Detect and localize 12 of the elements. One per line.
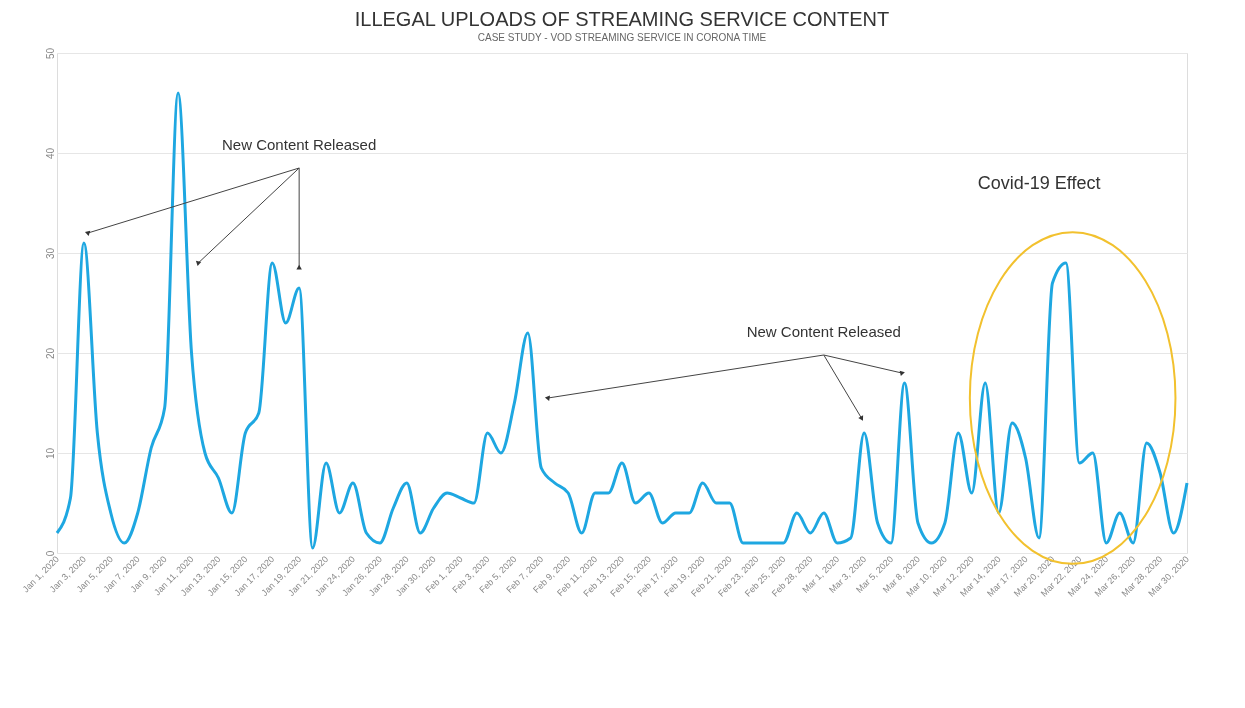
text: CASE STUDY - VOD STREAMING SERVICE IN CORONA TIME	[477, 32, 767, 44]
y-tick-label: 20	[44, 347, 56, 360]
y-tick-label: 10	[44, 447, 56, 460]
y-tick-label: 30	[44, 247, 56, 260]
line-series	[55, 91, 1189, 550]
chart-title: ILLEGAL UPLOADS OF STREAMING SERVICE CONTENT	[354, 8, 890, 31]
annotation: Covid-19 Effect	[977, 173, 1101, 193]
y-tick-label: 0	[44, 550, 56, 557]
annotation: New Content Released	[746, 323, 901, 340]
y-tick-label: 50	[44, 47, 56, 60]
annotation: New Content Released	[222, 136, 377, 153]
y-tick-label: 40	[44, 147, 56, 160]
